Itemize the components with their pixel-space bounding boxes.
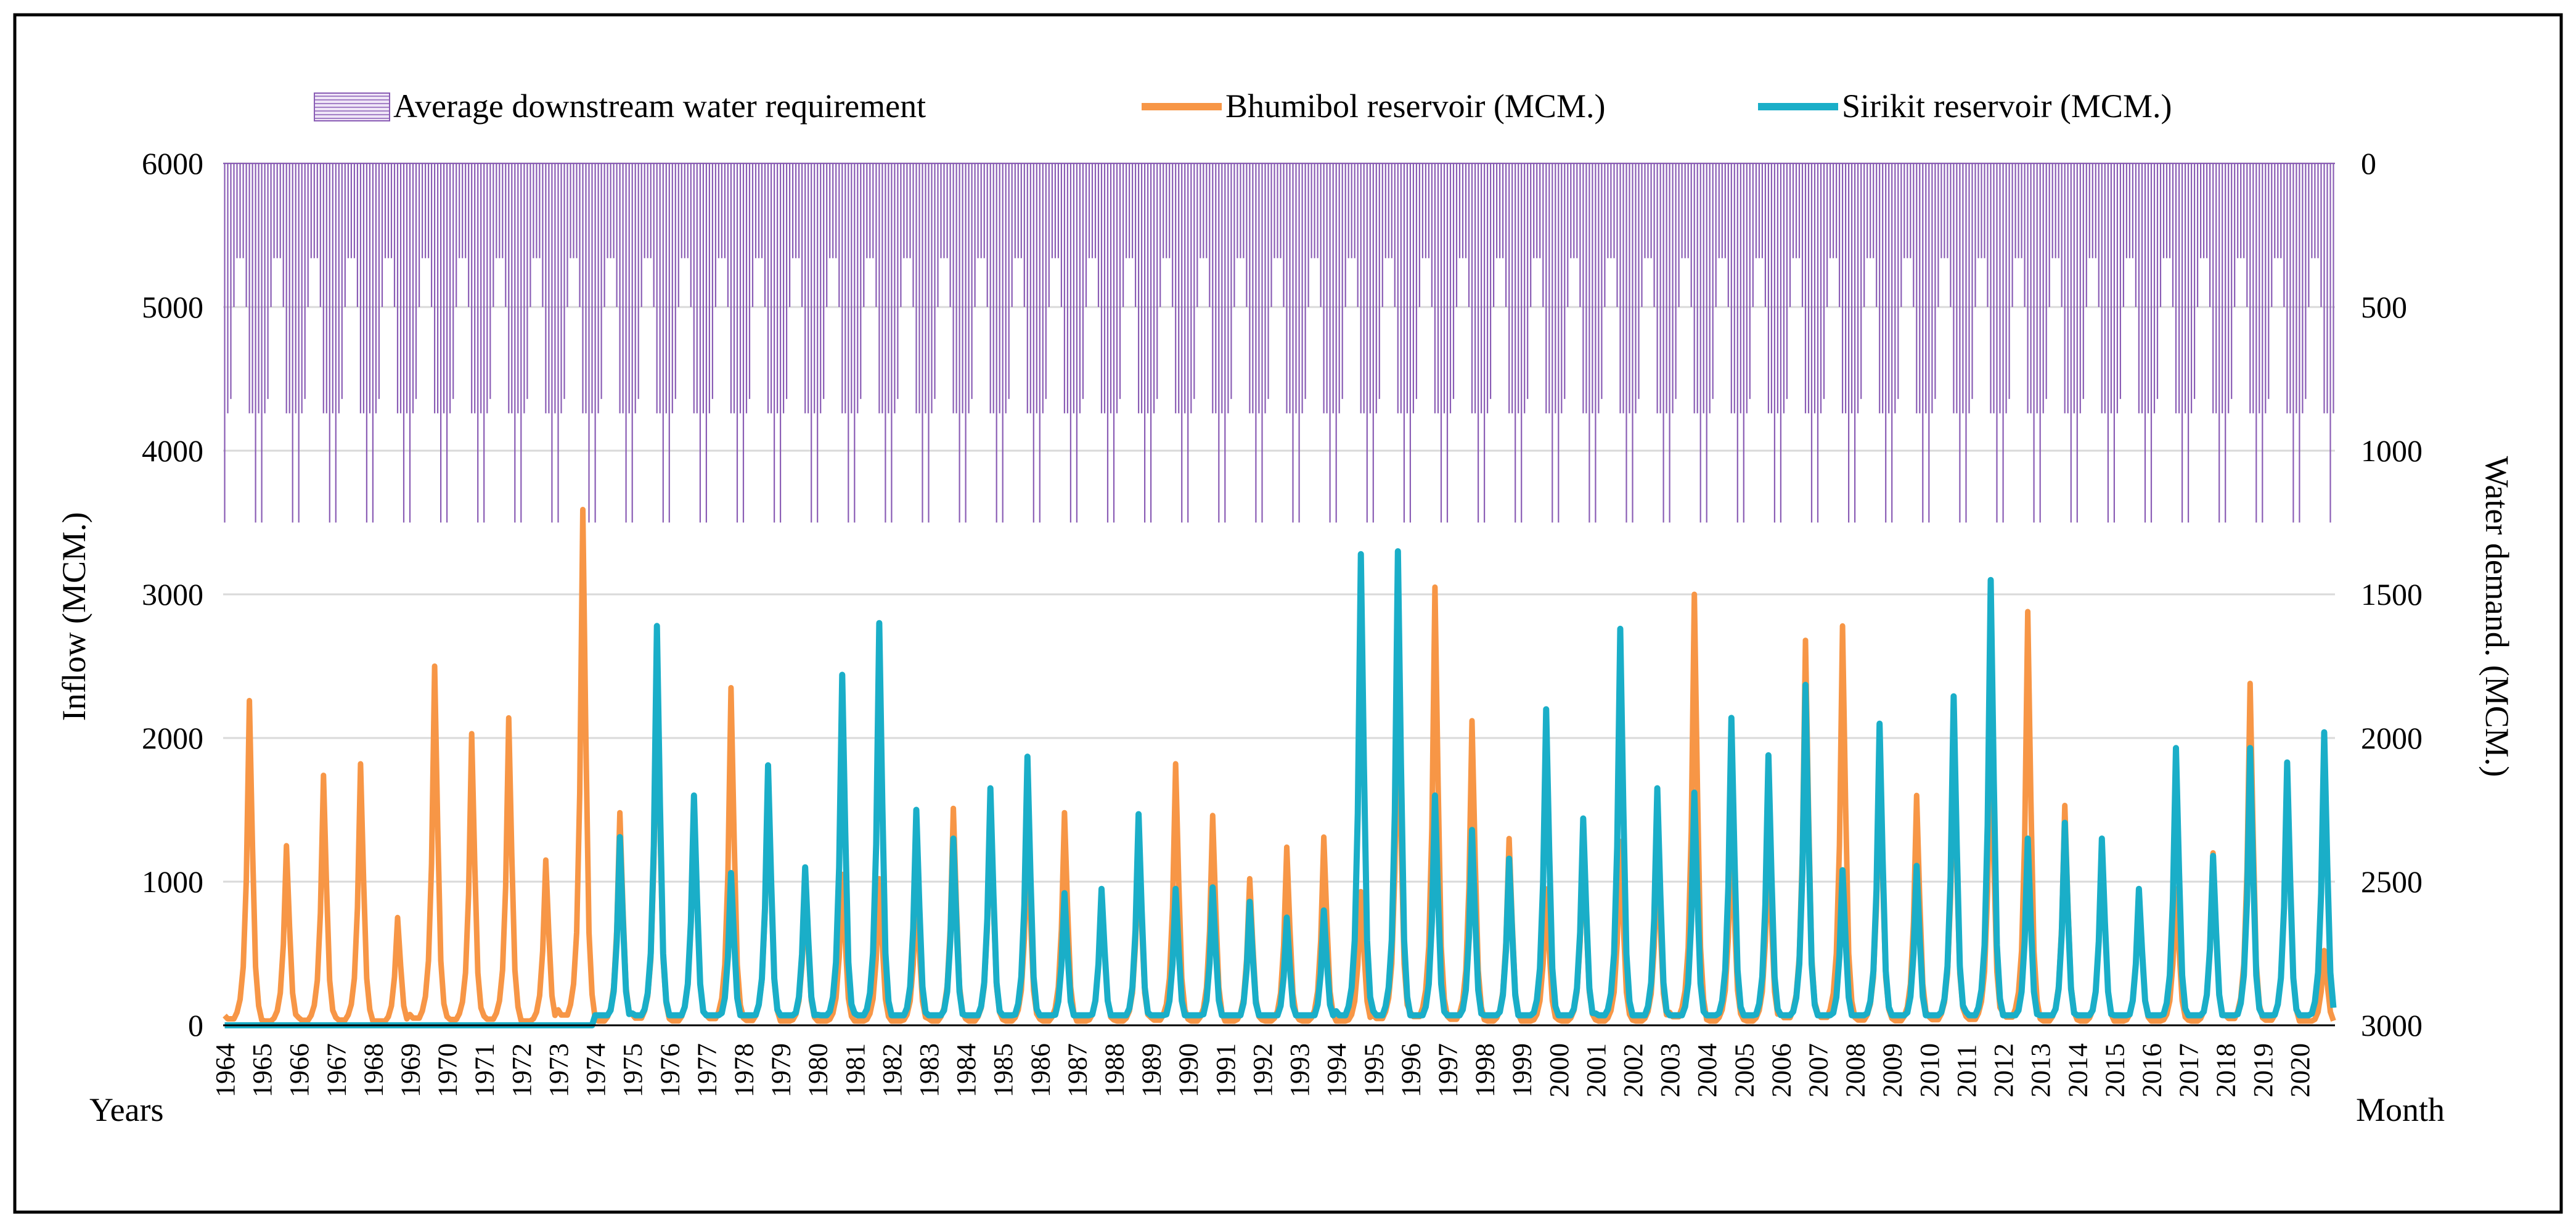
x-tick-year: 1967	[321, 1043, 351, 1097]
x-tick-year: 1975	[618, 1043, 648, 1097]
x-axis-ticks: 1964 1965 1966 1967 1968 1969 1970 1971 1972 1973…	[210, 1043, 2315, 1097]
x-tick-year: 2003	[1655, 1043, 1685, 1097]
x-tick-year: 1971	[470, 1043, 500, 1097]
y-tick-left: 3000	[142, 577, 203, 612]
y-tick-left: 2000	[142, 721, 203, 755]
x-tick-year: 1969	[396, 1043, 426, 1097]
y-tick-right: 0	[2361, 146, 2376, 181]
x-tick-year: 1991	[1211, 1043, 1241, 1097]
x-tick-year: 2017	[2174, 1043, 2204, 1097]
x-tick-year: 1966	[284, 1043, 314, 1097]
legend-item-water-requirement: Average downstream water requirement	[314, 88, 926, 125]
x-tick-year: 2020	[2285, 1043, 2315, 1097]
x-tick-year: 2019	[2248, 1043, 2278, 1097]
x-tick-year: 2006	[1766, 1043, 1796, 1097]
legend-item-bhumibol: Bhumibol reservoir (MCM.)	[1142, 88, 1605, 125]
x-tick-year: 1972	[507, 1043, 537, 1097]
x-tick-year: 2008	[1841, 1043, 1871, 1097]
legend-label-sirikit: Sirikit reservoir (MCM.)	[1842, 88, 2172, 125]
water-demand-bars	[223, 163, 2335, 523]
x-tick-year: 2018	[2211, 1043, 2241, 1097]
x-tick-year: 1989	[1137, 1043, 1167, 1097]
legend-label-water-requirement: Average downstream water requirement	[393, 88, 926, 125]
y-tick-right: 2500	[2361, 864, 2423, 899]
x-tick-year: 2012	[1989, 1043, 2019, 1097]
y-axis-left-ticks: 0 1000 2000 3000 4000 5000 6000	[142, 146, 203, 1043]
x-tick-year: 1999	[1507, 1043, 1537, 1097]
legend-label-bhumibol: Bhumibol reservoir (MCM.)	[1225, 88, 1605, 125]
x-tick-year: 1970	[433, 1043, 463, 1097]
y-axis-right-ticks: 3000 2500 2000 1500 1000 500 0	[2361, 146, 2423, 1043]
x-tick-year: 2014	[2063, 1043, 2093, 1097]
y-tick-left: 0	[188, 1008, 203, 1043]
x-tick-year: 1984	[951, 1043, 981, 1097]
x-tick-year: 2000	[1544, 1043, 1574, 1097]
x-tick-year: 1976	[655, 1043, 685, 1097]
legend: Average downstream water requirement Bhu…	[314, 88, 2172, 125]
x-axis-right-label: Month	[2356, 1091, 2445, 1128]
x-tick-year: 1973	[544, 1043, 574, 1097]
x-tick-year: 1968	[358, 1043, 388, 1097]
y-axis-left-title: Inflow (MCM.)	[55, 512, 92, 721]
x-tick-year: 1998	[1470, 1043, 1500, 1097]
y-tick-right: 2000	[2361, 721, 2423, 755]
x-tick-year: 1996	[1396, 1043, 1426, 1097]
x-tick-year: 1980	[803, 1043, 833, 1097]
x-tick-year: 1981	[840, 1043, 870, 1097]
y-tick-right: 500	[2361, 290, 2407, 324]
x-tick-year: 2011	[1952, 1044, 1982, 1097]
x-tick-year: 1992	[1248, 1043, 1278, 1097]
x-tick-year: 1964	[210, 1043, 240, 1097]
x-axis-left-label: Years	[89, 1091, 164, 1128]
legend-item-sirikit: Sirikit reservoir (MCM.)	[1758, 88, 2172, 125]
x-tick-year: 1986	[1025, 1043, 1055, 1097]
x-tick-year: 1993	[1285, 1043, 1315, 1097]
x-tick-year: 1994	[1322, 1043, 1352, 1097]
x-tick-year: 1988	[1100, 1043, 1130, 1097]
y-tick-left: 4000	[142, 433, 203, 468]
x-tick-year: 1974	[581, 1043, 611, 1097]
x-tick-year: 2013	[2026, 1043, 2056, 1097]
x-tick-year: 1978	[729, 1043, 759, 1097]
x-tick-year: 2015	[2100, 1043, 2130, 1097]
x-tick-year: 1987	[1062, 1043, 1092, 1097]
y-tick-right: 1000	[2361, 433, 2423, 468]
x-tick-year: 2016	[2137, 1043, 2167, 1097]
x-tick-year: 2004	[1692, 1043, 1722, 1097]
x-tick-year: 1977	[692, 1043, 722, 1097]
y-tick-left: 5000	[142, 290, 203, 324]
x-tick-year: 1979	[766, 1043, 796, 1097]
x-tick-year: 1995	[1359, 1043, 1389, 1097]
x-tick-year: 2010	[1915, 1043, 1945, 1097]
x-tick-year: 2001	[1581, 1043, 1611, 1097]
y-tick-left: 1000	[142, 864, 203, 899]
x-tick-year: 2002	[1618, 1043, 1648, 1097]
y-axis-right-title: Water demand. (MCM.)	[2479, 456, 2516, 777]
x-tick-year: 2007	[1804, 1043, 1834, 1097]
x-tick-year: 1983	[914, 1043, 944, 1097]
chart-border	[13, 13, 2563, 1214]
x-tick-year: 1990	[1174, 1043, 1204, 1097]
x-tick-year: 2009	[1878, 1043, 1908, 1097]
y-tick-right: 1500	[2361, 577, 2423, 612]
y-tick-left: 6000	[142, 146, 203, 181]
x-tick-year: 1982	[877, 1043, 907, 1097]
x-tick-year: 1965	[247, 1043, 277, 1097]
x-tick-year: 1997	[1433, 1043, 1463, 1097]
x-tick-year: 2005	[1729, 1043, 1759, 1097]
y-tick-right: 3000	[2361, 1008, 2423, 1043]
x-tick-year: 1985	[988, 1043, 1018, 1097]
